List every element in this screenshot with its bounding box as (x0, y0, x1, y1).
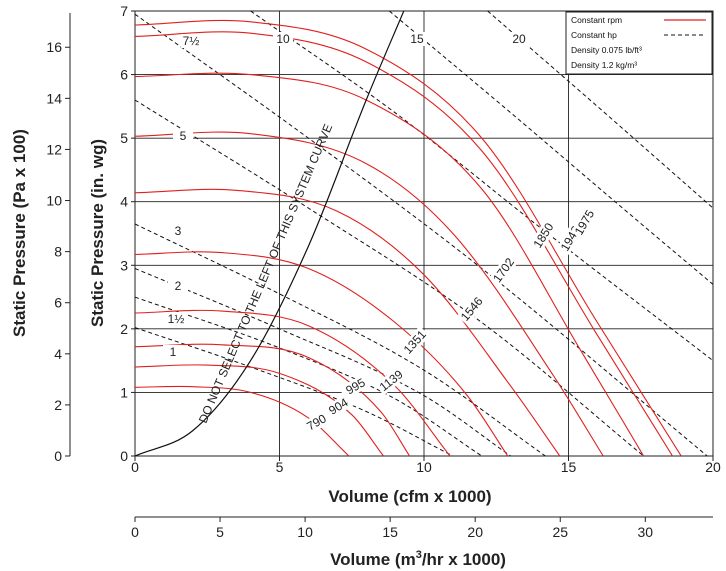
hp-line-5 (135, 99, 644, 456)
y-tick-label: 5 (120, 130, 128, 146)
secondary-x-tick-label: 15 (382, 524, 398, 540)
hp-label-bg (168, 279, 188, 293)
y-tick-label: 7 (120, 3, 128, 19)
x-tick-label: 0 (131, 459, 139, 475)
hp-line-10 (250, 11, 713, 361)
hp-label-bg (181, 34, 201, 48)
x-axis: 0 5 10 15 20 (131, 456, 721, 475)
rpm-line-1850 (135, 72, 645, 456)
hp-line-15 (388, 11, 713, 285)
x-axis-title: Volume (cfm x 1000) (328, 487, 491, 506)
rpm-label-bg (375, 365, 408, 396)
hp-label-bg (173, 129, 193, 143)
hp-label-20: 20 (512, 32, 526, 46)
secondary-y-tick-label: 4 (54, 346, 62, 362)
rpm-label-bg (300, 408, 333, 436)
y-tick-label: 1 (120, 384, 128, 400)
y-tick-label: 2 (120, 321, 128, 337)
rpm-line-1546 (135, 188, 561, 456)
y-tick-label: 6 (120, 67, 128, 83)
rpm-line-1702 (135, 131, 604, 456)
secondary-y-tick-label: 8 (54, 244, 62, 260)
hp-label-7½: 7½ (183, 34, 200, 48)
rpm-line-1139 (135, 309, 451, 456)
hp-label-bg (163, 345, 183, 359)
hp-label-15: 15 (410, 32, 424, 46)
secondary-x-axis: 0 5 10 15 20 25 30 (131, 516, 713, 540)
rpm-line-1948 (135, 31, 673, 456)
secondary-y-tick-label: 2 (54, 397, 62, 413)
hp-line-7½ (135, 13, 708, 456)
hp-label-2: 2 (175, 279, 182, 293)
secondary-x-tick-label: 20 (467, 524, 483, 540)
system-curve (135, 11, 405, 456)
rpm-line-1351 (135, 251, 509, 456)
rpm-label-bg (339, 372, 372, 400)
secondary-x-tick-label: 5 (216, 524, 224, 540)
x-tick-label: 15 (561, 459, 577, 475)
secondary-y-axis-title: Static Pressure (Pa x 100) (10, 129, 29, 337)
hp-label-bg (166, 312, 186, 326)
rpm-lines (135, 19, 682, 456)
y-tick-label: 4 (120, 194, 128, 210)
secondary-y-axis: 0 2 4 6 8 10 12 14 16 (46, 13, 71, 464)
rpm-label-bg (399, 326, 431, 358)
secondary-y-tick-label: 12 (46, 141, 62, 157)
rpm-label-bg (570, 206, 598, 239)
hp-label-1½: 1½ (168, 312, 185, 326)
y-tick-label: 3 (120, 257, 128, 273)
x-tick-label: 5 (276, 459, 284, 475)
rpm-label-bg (529, 218, 558, 252)
x-tick-label: 10 (416, 459, 432, 475)
rpm-line-1975 (135, 19, 682, 456)
legend-rpm-label: Constant rpm (571, 15, 622, 25)
y-axis-title: Static Pressure (in. wg) (88, 139, 107, 327)
rpm-line-995 (135, 343, 411, 456)
secondary-x-axis-title: Volume (m3/hr x 1000) (330, 549, 506, 569)
hp-label-bg (273, 32, 293, 46)
y-axis: 0 1 2 3 4 5 6 7 (120, 3, 135, 464)
hp-label-bg (407, 32, 427, 46)
legend-note-imperial: Density 0.075 lb/ft³ (571, 45, 642, 55)
hp-label-3: 3 (175, 224, 182, 238)
legend: Constant rpm Constant hp Density 0.075 l… (565, 11, 713, 75)
secondary-y-tick-label: 16 (46, 39, 62, 55)
legend-hp-label: Constant hp (571, 30, 617, 40)
hp-lines (135, 11, 713, 456)
legend-note-metric: Density 1.2 kg/m³ (571, 60, 637, 70)
secondary-y-tick-label: 10 (46, 193, 62, 209)
hp-label-1: 1 (170, 345, 177, 359)
y-tick-label: 0 (120, 448, 128, 464)
hp-label-10: 10 (276, 32, 290, 46)
hp-label-5: 5 (180, 129, 187, 143)
secondary-y-tick-label: 6 (54, 295, 62, 311)
rpm-label-bg (456, 293, 487, 326)
secondary-x-tick-label: 0 (131, 524, 139, 540)
secondary-x-tick-label: 10 (297, 524, 313, 540)
rpm-line-904 (135, 364, 384, 456)
hp-label-bg (168, 224, 188, 238)
system-curve-line (135, 11, 405, 456)
hp-label-bg (509, 32, 529, 46)
x-tick-label: 20 (705, 459, 721, 475)
rpm-label-bg (489, 253, 519, 287)
hp-line-3 (135, 223, 546, 456)
secondary-y-tick-label: 0 (54, 448, 62, 464)
secondary-x-tick-label: 30 (638, 524, 654, 540)
hp-line-1 (135, 327, 454, 456)
secondary-x-tick-label: 25 (552, 524, 568, 540)
secondary-y-tick-label: 14 (46, 90, 62, 106)
grid (134, 10, 714, 457)
